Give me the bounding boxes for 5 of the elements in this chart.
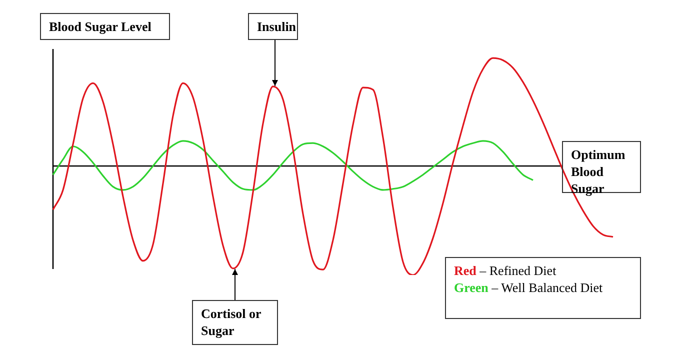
text: Insulin [248, 13, 298, 40]
text: Green – Well Balanced Diet [454, 280, 603, 295]
text: Cortisol or Sugar [192, 300, 278, 345]
text: Red – Refined Diet [454, 263, 556, 278]
y-axis-title: Blood Sugar Level [40, 13, 170, 40]
